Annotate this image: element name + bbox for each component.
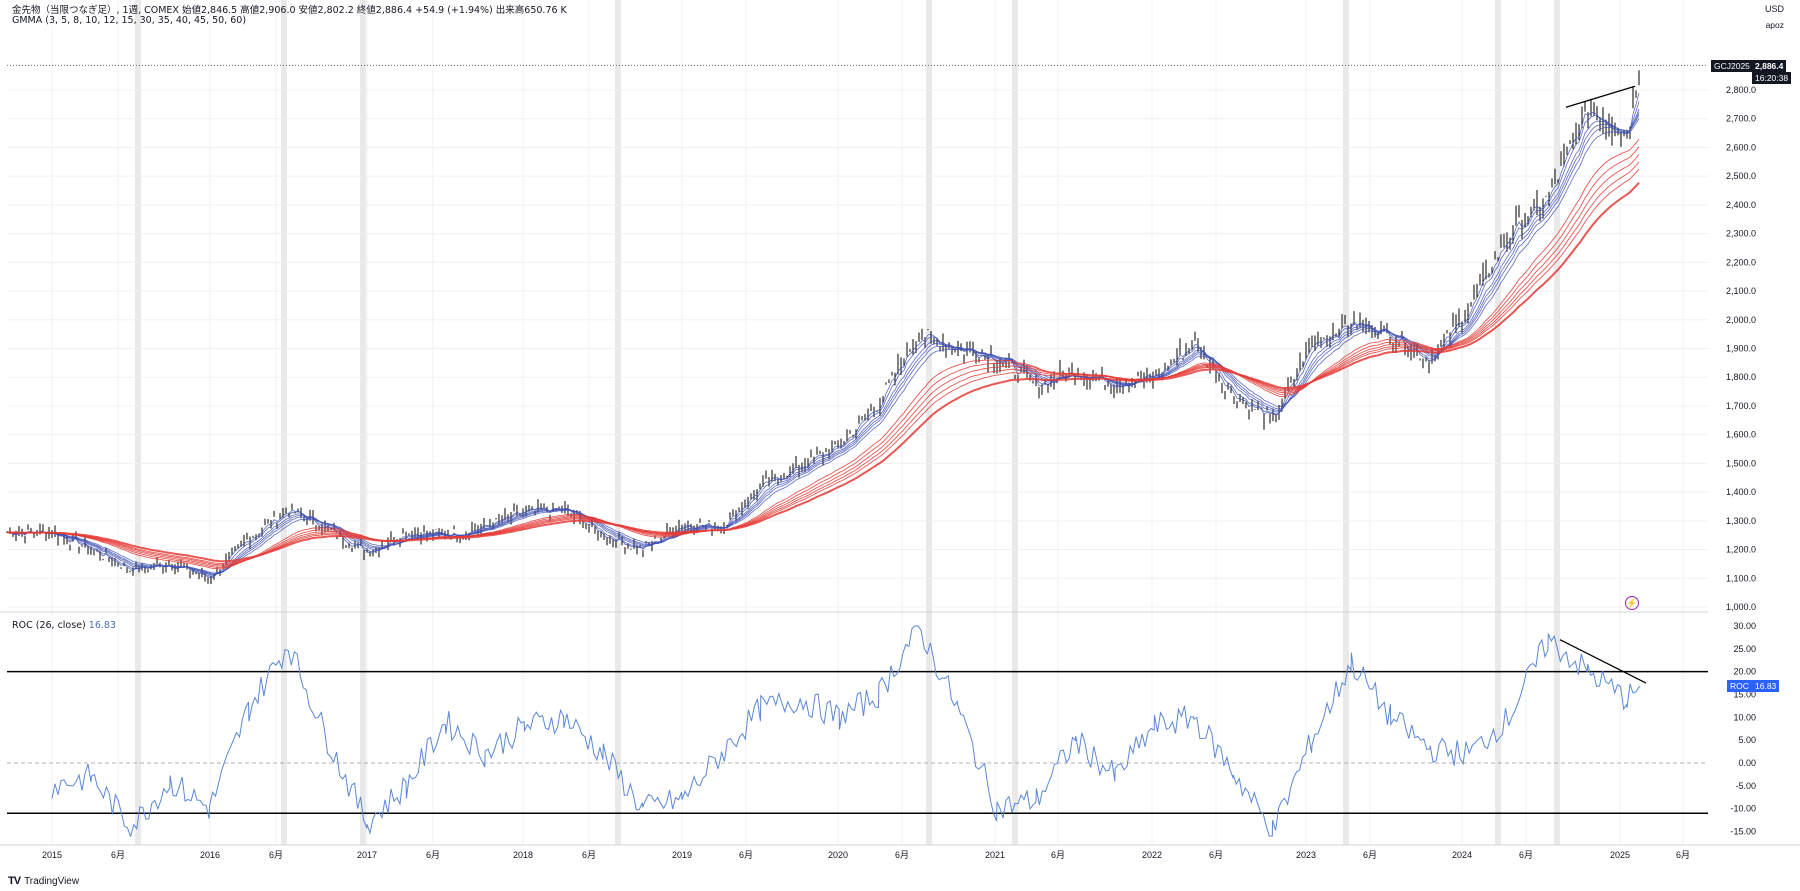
time-tick-label: 6月 bbox=[111, 850, 125, 860]
time-tick-label: 2019 bbox=[672, 850, 692, 860]
last-price-tag: 2,886.4 bbox=[1752, 60, 1787, 72]
price-tick-label: 1,000.0 bbox=[1726, 602, 1756, 612]
roc-pane bbox=[7, 625, 1708, 837]
roc-legend: ROC (26, close) 16.83 bbox=[12, 620, 116, 631]
highlight-band bbox=[615, 0, 621, 845]
price-tick-label: 1,500.0 bbox=[1726, 458, 1756, 468]
brand-name: TradingView bbox=[24, 875, 80, 887]
highlight-bands bbox=[135, 0, 1560, 845]
time-tick-label: 2015 bbox=[42, 850, 62, 860]
price-tick-label: 1,900.0 bbox=[1726, 344, 1756, 354]
roc-tick-label: -10.00 bbox=[1730, 804, 1756, 814]
highlight-band bbox=[281, 0, 287, 845]
time-tick-label: 2016 bbox=[200, 850, 220, 860]
price-tick-label: 2,400.0 bbox=[1726, 200, 1756, 210]
roc-tick-label: 25.00 bbox=[1733, 644, 1756, 654]
price-tick-label: 2,500.0 bbox=[1726, 171, 1756, 181]
highlight-band bbox=[360, 0, 366, 845]
tradingview-brand[interactable]: TV TradingView bbox=[8, 875, 79, 887]
price-pane bbox=[6, 64, 1708, 585]
price-tick-label: 1,200.0 bbox=[1726, 545, 1756, 555]
roc-tick-label: 20.00 bbox=[1733, 667, 1756, 677]
time-tick-label: 6月 bbox=[1519, 850, 1533, 860]
scale-mode-label[interactable]: apoz bbox=[1765, 20, 1784, 30]
gmma-fast-line bbox=[6, 112, 1640, 576]
price-tick-label: 2,200.0 bbox=[1726, 257, 1756, 267]
lightning-icon[interactable]: ⚡ bbox=[1625, 596, 1639, 610]
gmma-slow-line bbox=[7, 168, 1640, 565]
indicator-legend: GMMA (3, 5, 8, 10, 12, 15, 30, 35, 40, 4… bbox=[12, 15, 247, 26]
roc-tick-label: 0.00 bbox=[1738, 758, 1756, 768]
tradingview-logo-icon: TV bbox=[8, 875, 21, 887]
price-tick-label: 1,800.0 bbox=[1726, 372, 1756, 382]
roc-name-tag: ROC bbox=[1727, 680, 1752, 692]
time-tick-label: 2017 bbox=[357, 850, 377, 860]
price-tick-label: 1,300.0 bbox=[1726, 516, 1756, 526]
price-axis: 1,000.0 1,100.0 1,200.0 1,300.0 1,400.0 1,500… bbox=[1726, 85, 1756, 612]
time-tick-label: 6月 bbox=[1051, 850, 1065, 860]
gmma-fast-line bbox=[6, 108, 1640, 576]
highlight-band bbox=[1495, 0, 1501, 845]
price-tick-label: 2,700.0 bbox=[1726, 114, 1756, 124]
roc-axis: 30.00 25.00 20.00 15.00 10.00 5.00 0.00 -5.00 -1… bbox=[1730, 621, 1756, 837]
gmma-slow-line bbox=[7, 161, 1640, 566]
price-tick-label: 2,000.0 bbox=[1726, 315, 1756, 325]
time-tick-label: 6月 bbox=[1676, 850, 1690, 860]
currency-label: USD bbox=[1764, 4, 1784, 14]
gmma-fast-line bbox=[6, 101, 1640, 578]
price-tick-label: 2,600.0 bbox=[1726, 142, 1756, 152]
price-trendline bbox=[1565, 85, 1636, 108]
time-tick-label: 2018 bbox=[513, 850, 533, 860]
price-tick-label: 2,800.0 bbox=[1726, 85, 1756, 95]
roc-legend-name: ROC (26, close) bbox=[12, 620, 86, 631]
price-tick-label: 2,300.0 bbox=[1726, 229, 1756, 239]
time-tick-label: 6月 bbox=[1209, 850, 1223, 860]
roc-tick-label: -15.00 bbox=[1730, 827, 1756, 837]
gmma-fast-line bbox=[6, 118, 1640, 574]
roc-tick-label: 5.00 bbox=[1738, 735, 1756, 745]
time-axis: 2015 6月 2016 6月 2017 6月 2018 6月 2019 6月 2020 6月 2021… bbox=[0, 611, 1800, 860]
price-tick-label: 1,400.0 bbox=[1726, 487, 1756, 497]
time-tick-label: 2020 bbox=[828, 850, 848, 860]
grid-lines bbox=[7, 0, 1708, 845]
time-tick-label: 2022 bbox=[1142, 850, 1162, 860]
gmma-slow-line bbox=[7, 181, 1640, 563]
gmma-fast-line bbox=[6, 114, 1640, 575]
highlight-band bbox=[926, 0, 932, 845]
highlight-band bbox=[1012, 0, 1018, 845]
roc-tick-label: -5.00 bbox=[1735, 781, 1756, 791]
time-tick-label: 2024 bbox=[1452, 850, 1472, 860]
gmma-slow-line bbox=[7, 138, 1640, 570]
highlight-band bbox=[135, 0, 141, 845]
price-tick-label: 1,100.0 bbox=[1726, 573, 1756, 583]
gmma-slow-line bbox=[7, 154, 1640, 567]
highlight-band bbox=[1554, 0, 1560, 845]
countdown-tag: 16:20:38 bbox=[1752, 72, 1792, 84]
roc-tick-label: 15.00 bbox=[1733, 690, 1756, 700]
roc-legend-value: 16.83 bbox=[88, 620, 116, 631]
time-tick-label: 6月 bbox=[895, 850, 909, 860]
symbol-tag: GCJ2025 bbox=[1711, 60, 1753, 72]
main-legend: 金先物（当限つなぎ足）, 1週, COMEX 始値2,846.5 高値2,906… bbox=[12, 5, 567, 16]
time-tick-label: 2021 bbox=[985, 850, 1005, 860]
price-tick-label: 2,100.0 bbox=[1726, 286, 1756, 296]
time-tick-label: 6月 bbox=[1363, 850, 1377, 860]
price-tick-label: 1,600.0 bbox=[1726, 430, 1756, 440]
time-tick-label: 2023 bbox=[1296, 850, 1316, 860]
time-tick-label: 2025 bbox=[1610, 850, 1630, 860]
roc-value-tag: 16.83 bbox=[1752, 680, 1780, 692]
roc-line bbox=[51, 625, 1641, 837]
roc-tick-label: 10.00 bbox=[1733, 712, 1756, 722]
time-tick-label: 6月 bbox=[739, 850, 753, 860]
price-tick-label: 1,700.0 bbox=[1726, 401, 1756, 411]
time-tick-label: 6月 bbox=[269, 850, 283, 860]
roc-tick-label: 30.00 bbox=[1733, 621, 1756, 631]
time-tick-label: 6月 bbox=[582, 850, 596, 860]
gmma-slow-line bbox=[7, 146, 1640, 568]
roc-trendline bbox=[1559, 639, 1647, 684]
highlight-band bbox=[1343, 0, 1349, 845]
time-tick-label: 6月 bbox=[426, 850, 440, 860]
